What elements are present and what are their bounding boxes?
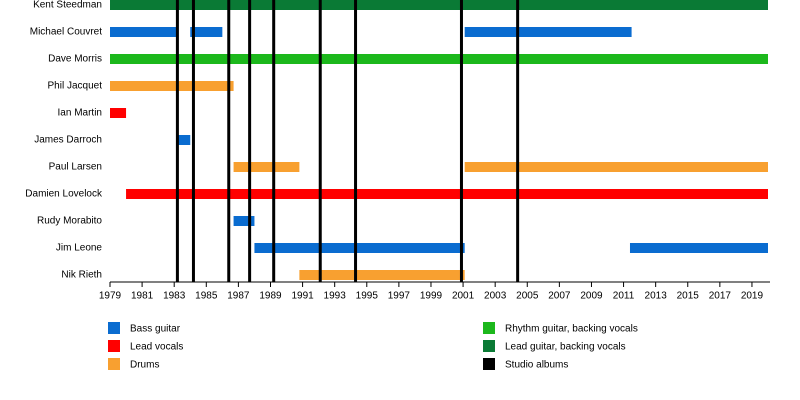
member-label: Phil Jacquet	[48, 81, 103, 92]
member-bar	[110, 54, 768, 64]
legend-swatch	[108, 340, 120, 352]
x-tick-label: 2017	[709, 291, 732, 302]
legend-swatch	[483, 322, 495, 334]
x-tick-label: 2005	[516, 291, 539, 302]
x-tick-label: 1987	[227, 291, 250, 302]
legend-swatch	[483, 358, 495, 370]
x-tick-label: 2009	[580, 291, 603, 302]
x-tick-label: 1981	[131, 291, 154, 302]
x-tick-label: 1995	[356, 291, 379, 302]
member-bar	[233, 216, 255, 226]
member-bar	[110, 27, 178, 37]
member-label: Paul Larsen	[49, 162, 102, 173]
legend-label: Lead guitar, backing vocals	[505, 342, 626, 353]
member-bar	[464, 27, 632, 37]
member-bar	[110, 108, 127, 118]
member-label: Dave Morris	[48, 54, 102, 65]
member-label: James Darroch	[34, 135, 102, 146]
legend-swatch	[108, 322, 120, 334]
legend-swatch	[108, 358, 120, 370]
member-bar	[629, 243, 768, 253]
member-bar	[190, 27, 223, 37]
member-label: Michael Couvret	[30, 27, 102, 38]
member-label: Rudy Morabito	[37, 216, 102, 227]
x-tick-label: 2013	[645, 291, 668, 302]
member-bar	[110, 81, 234, 91]
member-label: Nik Rieth	[61, 270, 102, 281]
legend-label: Drums	[130, 360, 159, 371]
x-tick-label: 1997	[388, 291, 411, 302]
x-tick-label: 1999	[420, 291, 443, 302]
x-tick-label: 2015	[677, 291, 700, 302]
member-label: Jim Leone	[56, 243, 103, 254]
legend-label: Studio albums	[505, 360, 568, 371]
x-tick-label: 2011	[613, 291, 635, 302]
member-bar	[254, 243, 465, 253]
legend-label: Rhythm guitar, backing vocals	[505, 324, 638, 335]
member-bar	[233, 162, 300, 172]
x-tick-label: 1985	[195, 291, 218, 302]
x-tick-label: 2019	[741, 291, 764, 302]
x-tick-label: 2003	[484, 291, 507, 302]
member-bar	[177, 135, 191, 145]
legend-swatch	[483, 340, 495, 352]
member-label: Kent Steedman	[33, 0, 102, 11]
member-label: Damien Lovelock	[25, 189, 103, 200]
x-tick-label: 2007	[548, 291, 571, 302]
x-tick-label: 1989	[259, 291, 282, 302]
x-tick-label: 1983	[163, 291, 186, 302]
member-bar	[299, 270, 465, 280]
member-label: Ian Martin	[58, 108, 102, 119]
legend-label: Lead vocals	[130, 342, 183, 353]
x-tick-label: 2001	[452, 291, 475, 302]
member-bar	[464, 162, 768, 172]
x-tick-label: 1979	[99, 291, 122, 302]
x-tick-label: 1991	[291, 291, 314, 302]
legend-label: Bass guitar	[130, 324, 181, 335]
x-tick-label: 1993	[324, 291, 347, 302]
member-bar	[126, 189, 769, 199]
member-bar	[110, 0, 768, 10]
